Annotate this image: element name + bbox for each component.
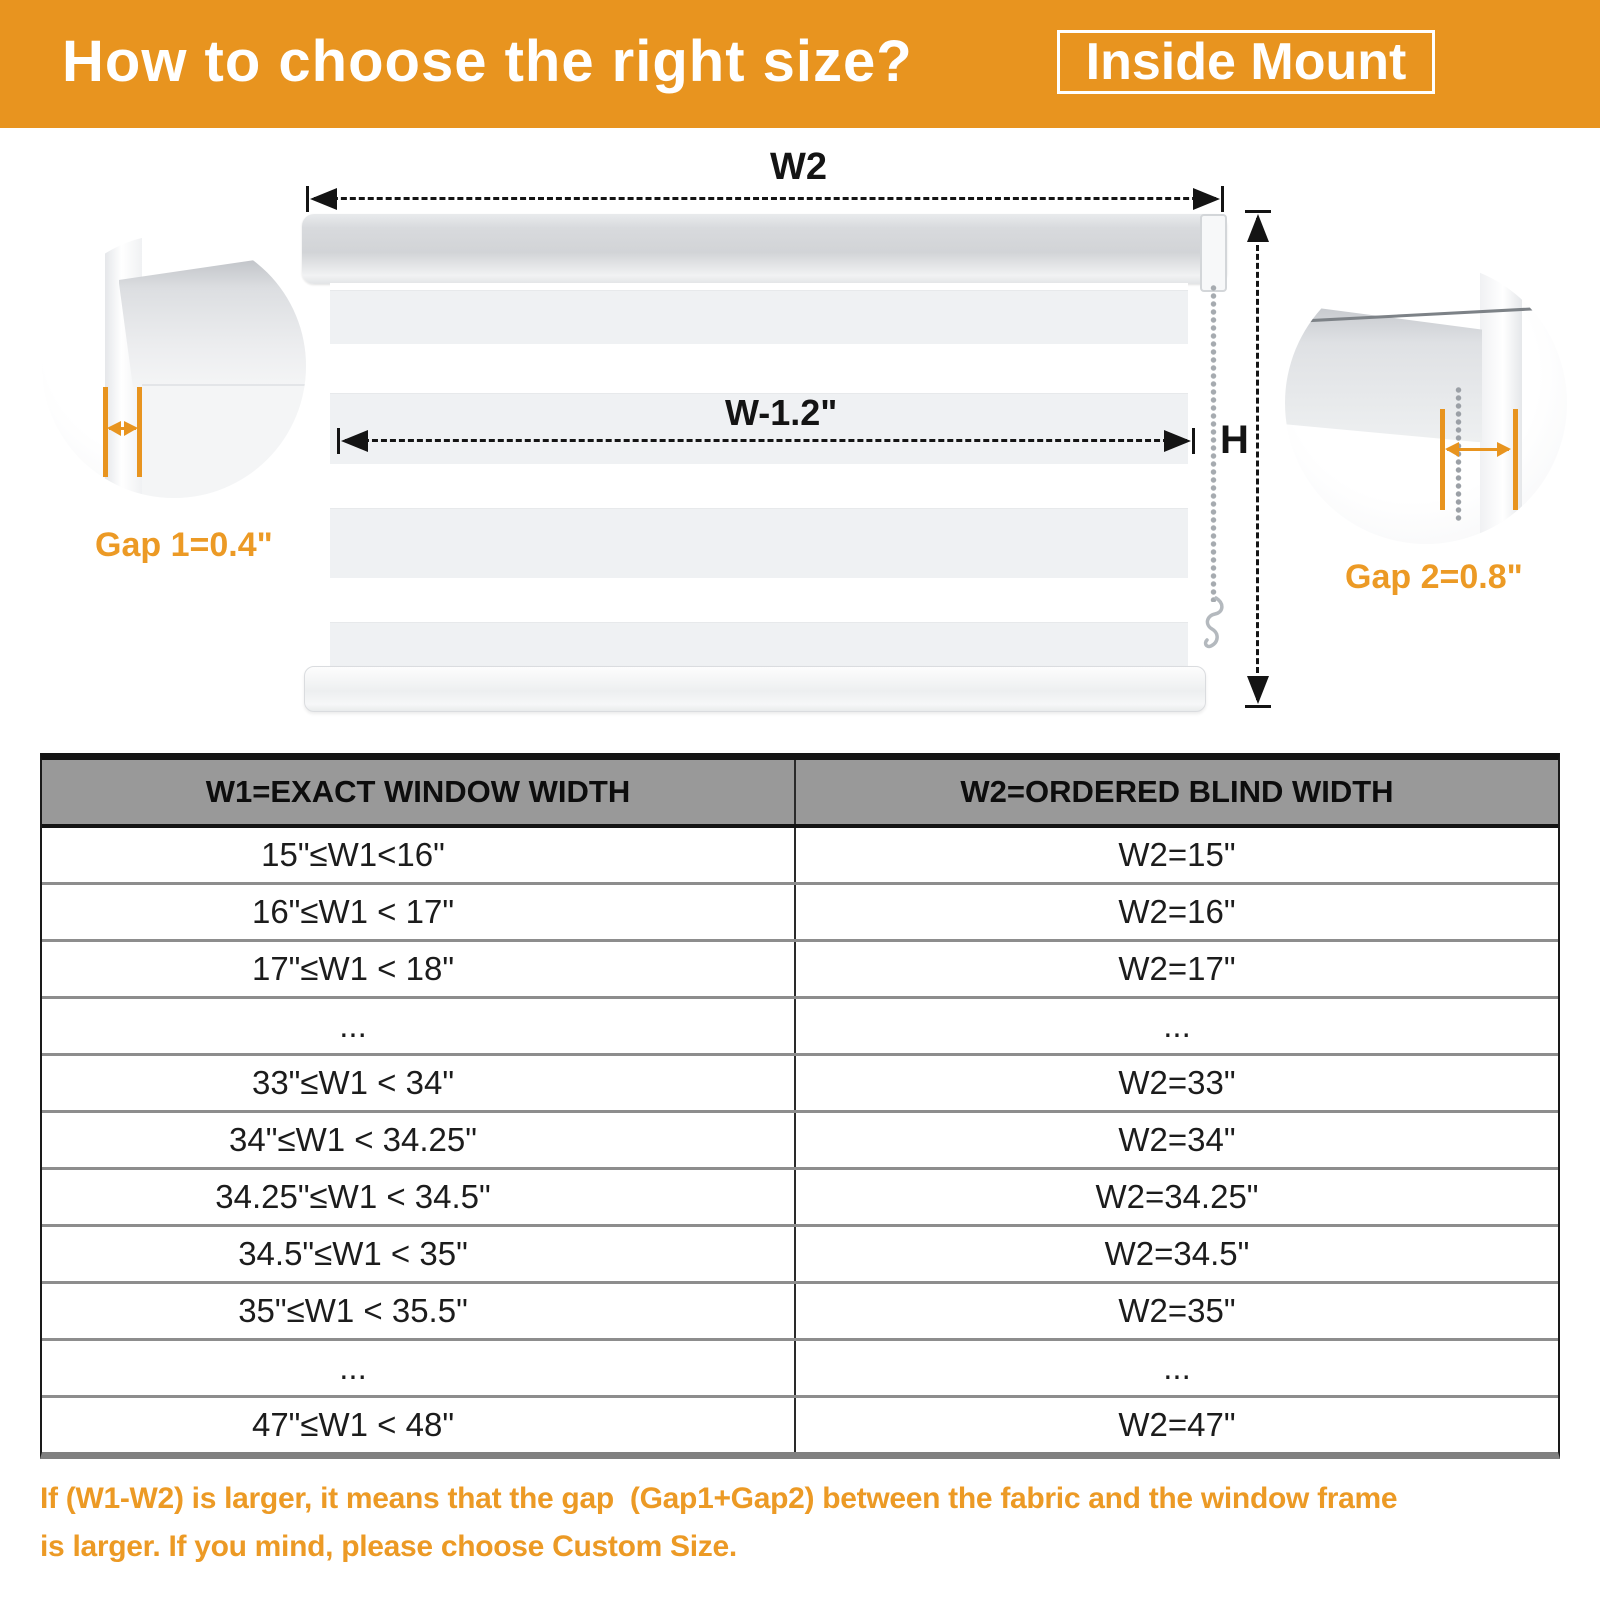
table-row: 34"≤W1 < 34.25" W2=34" — [42, 1110, 1558, 1167]
gap1-detail-inset — [42, 234, 306, 498]
blind-bottom-rail — [304, 666, 1206, 712]
w1-range-cell: 15"≤W1<16" — [42, 828, 796, 882]
dimension-line-w-minus — [337, 428, 1195, 454]
gap-measure-arrow-icon — [106, 420, 138, 436]
size-table-header: W1=EXACT WINDOW WIDTH W2=ORDERED BLIND W… — [42, 760, 1558, 828]
table-row: 47"≤W1 < 48" W2=47" — [42, 1395, 1558, 1452]
gap-measure-line — [102, 387, 108, 477]
w2-value-cell: W2=17" — [1118, 950, 1236, 987]
table-row: 16"≤W1 < 17" W2=16" — [42, 882, 1558, 939]
table-row: 34.25"≤W1 < 34.5" W2=34.25" — [42, 1167, 1558, 1224]
w1-range-cell: 34"≤W1 < 34.25" — [42, 1113, 796, 1167]
dimension-tick — [306, 186, 309, 212]
w1-range-cell: 34.25"≤W1 < 34.5" — [42, 1170, 796, 1224]
dimension-label-h: H — [1220, 418, 1249, 462]
w2-value-cell: W2=16" — [1118, 893, 1236, 930]
fabric-stripe — [330, 622, 1188, 668]
w2-value-cell: W2=34" — [1118, 1121, 1236, 1158]
size-table-body: 15"≤W1<16" W2=15" 16"≤W1 < 17" W2=16" 17… — [42, 828, 1558, 1452]
dimension-tick — [337, 428, 340, 454]
fabric-stripe — [330, 508, 1188, 578]
w1-range-cell: 35"≤W1 < 35.5" — [42, 1284, 796, 1338]
blind-fabric — [330, 283, 1188, 668]
w1-range-cell: 34.5"≤W1 < 35" — [42, 1227, 796, 1281]
arrowhead-up-icon — [1247, 214, 1269, 242]
header-band: How to choose the right size? Inside Mou… — [0, 0, 1600, 128]
footer-note-line2: is larger. If you mind, please choose Cu… — [40, 1530, 737, 1563]
dimension-label-w2: W2 — [770, 146, 827, 188]
table-row: 17"≤W1 < 18" W2=17" — [42, 939, 1558, 996]
rail-end-bracket — [1200, 214, 1227, 292]
column-header-w1: W1=EXACT WINDOW WIDTH — [42, 760, 796, 824]
gap2-label: Gap 2=0.8" — [1345, 558, 1523, 596]
bead-chain — [1209, 284, 1218, 602]
rail-closeup — [118, 249, 306, 388]
w1-range-cell: 16"≤W1 < 17" — [42, 885, 796, 939]
footer-note-line1: If (W1-W2) is larger, it means that the … — [40, 1482, 1398, 1515]
w1-range-cell: 17"≤W1 < 18" — [42, 942, 796, 996]
dashed-line — [345, 439, 1187, 442]
w2-value-cell: W2=33" — [1118, 1064, 1236, 1101]
table-row: 15"≤W1<16" W2=15" — [42, 828, 1558, 882]
w1-range-cell: 47"≤W1 < 48" — [42, 1398, 796, 1452]
gap-measure-arrow-icon — [1445, 442, 1512, 458]
fabric-stripe — [330, 290, 1188, 344]
table-row: 33"≤W1 < 34" W2=33" — [42, 1053, 1558, 1110]
dimension-tick — [1245, 705, 1271, 708]
w2-value-cell: W2=47" — [1118, 1406, 1236, 1443]
dimension-tick — [1192, 428, 1195, 454]
fabric-closeup — [142, 384, 306, 498]
dimension-line-w2 — [306, 186, 1224, 212]
w2-value-cell: W2=15" — [1118, 836, 1236, 873]
dashed-line — [314, 197, 1216, 200]
rail-closeup — [1285, 301, 1483, 443]
dimension-tick — [1221, 186, 1224, 212]
w2-value-cell: W2=34.25" — [1095, 1178, 1259, 1215]
w2-value-cell: ... — [1163, 1007, 1191, 1044]
w1-range-cell: ... — [42, 999, 796, 1053]
arrowhead-left-icon — [310, 188, 337, 210]
arrowhead-right-icon — [1164, 430, 1191, 452]
arrowhead-right-icon — [1193, 188, 1220, 210]
table-row: ... ... — [42, 996, 1558, 1053]
blind-header-rail — [302, 214, 1227, 284]
size-table: W1=EXACT WINDOW WIDTH W2=ORDERED BLIND W… — [40, 753, 1560, 1459]
gap-measure-line — [1440, 408, 1446, 511]
w1-range-cell: ... — [42, 1341, 796, 1395]
arrowhead-down-icon — [1247, 676, 1269, 704]
dimension-tick — [1245, 210, 1271, 213]
w1-range-cell: 33"≤W1 < 34" — [42, 1056, 796, 1110]
page-title: How to choose the right size? — [62, 29, 913, 94]
dimension-label-w-minus: W-1.2" — [725, 392, 838, 433]
inside-mount-badge: Inside Mount — [1057, 30, 1435, 94]
w2-value-cell: W2=34.5" — [1104, 1235, 1250, 1272]
w2-value-cell: W2=35" — [1118, 1292, 1236, 1329]
gap2-detail-inset — [1285, 262, 1567, 544]
column-header-w2: W2=ORDERED BLIND WIDTH — [960, 774, 1394, 809]
gap1-label: Gap 1=0.4" — [95, 526, 273, 564]
chain-hook-icon — [1203, 596, 1224, 649]
table-row: 34.5"≤W1 < 35" W2=34.5" — [42, 1224, 1558, 1281]
dashed-line — [1256, 218, 1259, 700]
gap-measure-line — [1513, 408, 1519, 511]
table-row: 35"≤W1 < 35.5" W2=35" — [42, 1281, 1558, 1338]
dimension-line-h — [1245, 210, 1271, 708]
w2-value-cell: ... — [1163, 1349, 1191, 1386]
fabric-stripe — [330, 393, 1188, 464]
gap-measure-line — [137, 387, 143, 477]
table-row: ... ... — [42, 1338, 1558, 1395]
arrowhead-left-icon — [341, 430, 368, 452]
